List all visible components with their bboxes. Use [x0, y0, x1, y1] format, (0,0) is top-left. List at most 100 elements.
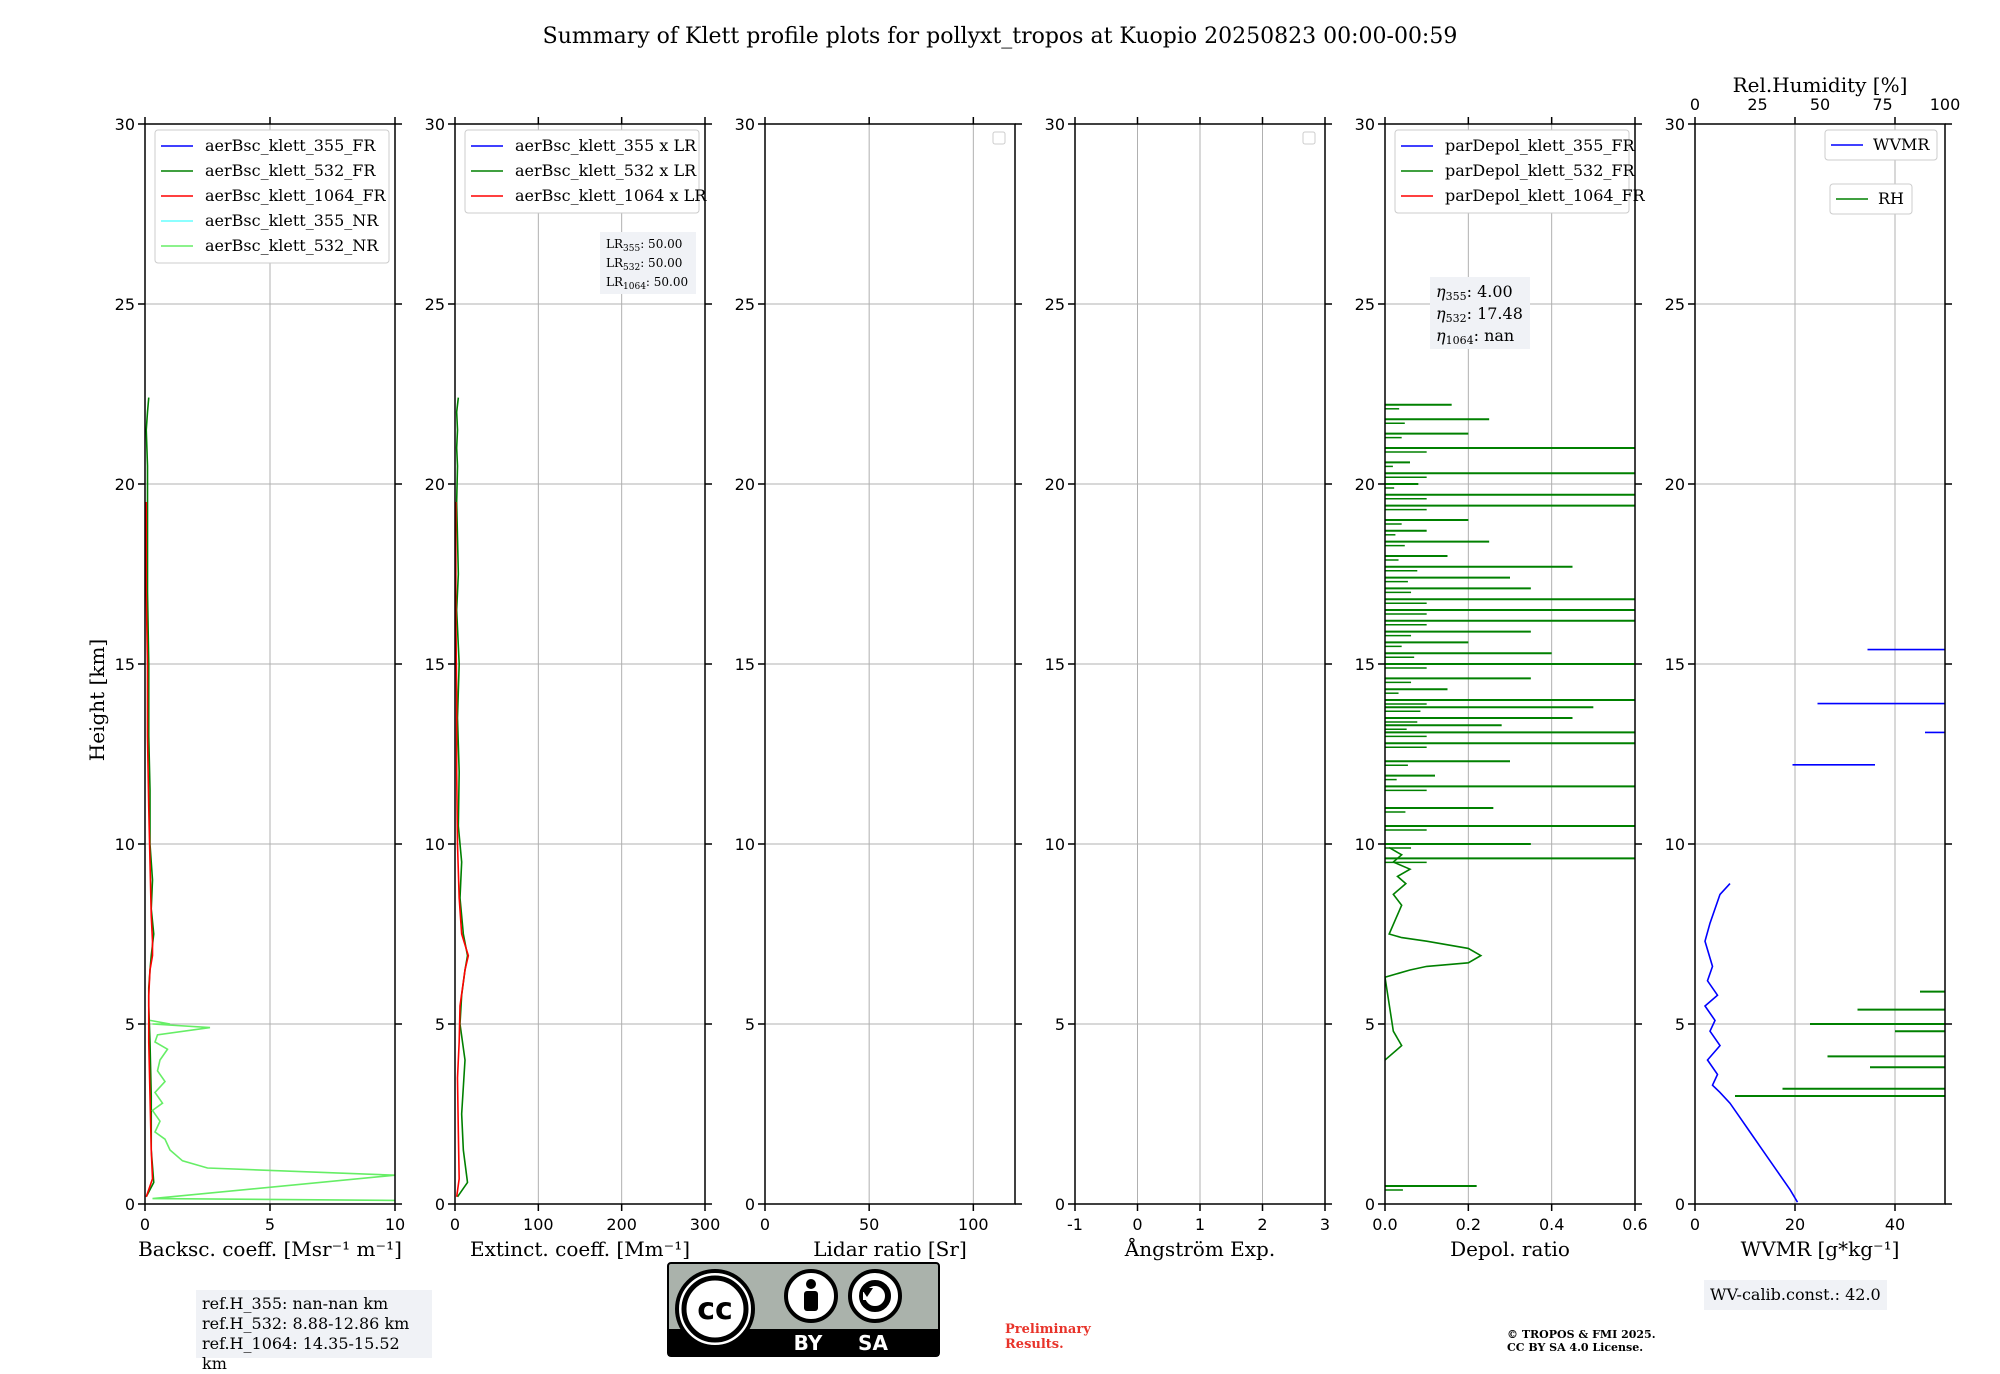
series-aerBsc_klett_532 x LR — [455, 397, 469, 1198]
legend-box — [154, 129, 390, 264]
y-tick-label: 20 — [1665, 475, 1685, 494]
lr-line: LR355: 50.00 — [606, 237, 682, 254]
y-tick-label: 30 — [1355, 115, 1375, 134]
legend-box — [1829, 183, 1913, 215]
y-tick-label: 15 — [1665, 655, 1685, 674]
preliminary-note: Preliminary Results. — [1005, 1322, 1091, 1352]
x-tick-label: 10 — [385, 1215, 405, 1234]
y-tick-label: 5 — [1365, 1015, 1375, 1034]
y-tick-label: 25 — [425, 295, 445, 314]
y-tick-label: 10 — [1045, 835, 1065, 854]
figure-title: Summary of Klett profile plots for polly… — [543, 24, 1458, 49]
legend-label: parDepol_klett_532_FR — [1445, 161, 1636, 180]
lr-line: LR1064: 50.00 — [606, 275, 688, 292]
panel-wvmr: 0 5 10 15 20 25 30 0 20 40 WVMR [g*kg⁻¹] 0 25 50 75 100… — [1665, 73, 1961, 1261]
x-axis-label: Lidar ratio [Sr] — [813, 1237, 967, 1261]
x-tick-label: 0.2 — [1456, 1215, 1481, 1234]
y-tick-label: 10 — [115, 835, 135, 854]
x-axis-label: WVMR [g*kg⁻¹] — [1741, 1237, 1900, 1261]
y-tick-label: 15 — [735, 655, 755, 674]
x-axis-label: Backsc. coeff. [Msr⁻¹ m⁻¹] — [138, 1237, 402, 1261]
x-axis-label: Extinct. coeff. [Mm⁻¹] — [470, 1237, 690, 1261]
legend-box — [1394, 129, 1630, 214]
y-tick-label: 5 — [435, 1015, 445, 1034]
by-person-icon — [806, 1279, 816, 1289]
x-tick-label: 100 — [958, 1215, 989, 1234]
panel-backscatter: 0 5 10 15 20 25 30 0 5 10 Backsc. coeff. [Msr⁻¹ m⁻… — [115, 115, 406, 1261]
y-tick-label: 0 — [1365, 1195, 1375, 1214]
x-tick-label: 2 — [1257, 1215, 1267, 1234]
x-axis-label: Depol. ratio — [1450, 1237, 1570, 1261]
y-tick-label: 5 — [745, 1015, 755, 1034]
y-tick-label: 15 — [115, 655, 135, 674]
y-tick-label: 10 — [1355, 835, 1375, 854]
x-tick-label: 300 — [690, 1215, 721, 1234]
x2-tick-label: 25 — [1747, 95, 1767, 114]
cc-badge-text: cc — [697, 1292, 733, 1327]
y-tick-label: 0 — [745, 1195, 755, 1214]
y-tick-label: 30 — [425, 115, 445, 134]
y-tick-label: 20 — [1355, 475, 1375, 494]
refh-355: ref.H_355: nan-nan km — [202, 1294, 389, 1313]
series-aerBsc_klett_1064 x LR — [455, 502, 470, 1197]
legend-label: aerBsc_klett_532_NR — [205, 236, 379, 255]
plot-area — [1385, 403, 1635, 1191]
depol-curve-532 — [1385, 846, 1483, 1061]
y-tick-label: 20 — [425, 475, 445, 494]
x-tick-label: 0 — [140, 1215, 150, 1234]
series-aerBsc_klett_1064_FR — [145, 502, 154, 1198]
y-tick-label: 10 — [425, 835, 445, 854]
preliminary-line1: Preliminary — [1005, 1322, 1091, 1337]
series-WVMR — [1703, 883, 1799, 1203]
x-tick-label: 3 — [1320, 1215, 1330, 1234]
legend-box — [1824, 129, 1938, 161]
eta-line: η355: 4.00 — [1436, 282, 1513, 303]
preliminary-line2: Results. — [1005, 1337, 1064, 1352]
y-tick-label: 15 — [1045, 655, 1065, 674]
y-tick-label: 15 — [425, 655, 445, 674]
cc-license-badge: cc BY SA — [667, 1262, 940, 1357]
x-tick-label: 0 — [760, 1215, 770, 1234]
y-tick-label: 5 — [1055, 1015, 1065, 1034]
x2-tick-label: 0 — [1690, 95, 1700, 114]
x-tick-label: 200 — [606, 1215, 637, 1234]
refh-1064: ref.H_1064: 14.35-15.52 km — [202, 1334, 400, 1373]
lr-line: LR532: 50.00 — [606, 256, 682, 273]
refh-532: ref.H_532: 8.88-12.86 km — [202, 1314, 410, 1333]
plot-area — [455, 397, 470, 1198]
legend-label: aerBsc_klett_1064 x LR — [515, 186, 707, 205]
wv-calib-box: WV-calib.const.: 42.0 — [1704, 1280, 1887, 1310]
x-tick-label: 5 — [265, 1215, 275, 1234]
y-tick-label: 25 — [1045, 295, 1065, 314]
sa-label: SA — [858, 1331, 888, 1355]
plot-area — [145, 397, 395, 1202]
legend-label: parDepol_klett_1064_FR — [1445, 186, 1646, 205]
x-tick-label: 1 — [1195, 1215, 1205, 1234]
copyright-line1: © TROPOS & FMI 2025. — [1507, 1328, 1656, 1341]
y-tick-label: 25 — [1355, 295, 1375, 314]
axes-frame — [144, 123, 396, 1205]
x2-tick-label: 100 — [1930, 95, 1961, 114]
by-label: BY — [794, 1331, 823, 1355]
x-tick-label: 0.6 — [1622, 1215, 1647, 1234]
sa-icon — [859, 1280, 891, 1312]
legend-label: parDepol_klett_355_FR — [1445, 136, 1636, 155]
x-tick-label: 0.4 — [1539, 1215, 1564, 1234]
cc-badge-graphic: cc BY SA — [667, 1262, 940, 1357]
series-aerBsc_klett_532_NR — [149, 1019, 395, 1202]
y-tick-label: 20 — [115, 475, 135, 494]
y-tick-label: 25 — [735, 295, 755, 314]
y-tick-label: 20 — [1045, 475, 1065, 494]
plot-area — [1703, 648, 1945, 1203]
y-tick-label: 30 — [115, 115, 135, 134]
y-tick-label: 30 — [1665, 115, 1685, 134]
x-tick-label: 0 — [1690, 1215, 1700, 1234]
x-tick-label: 20 — [1785, 1215, 1805, 1234]
height-axis-label: Height [km] — [85, 639, 109, 761]
panel-lidar_ratio: 0 5 10 15 20 25 30 0 50 100 Lidar ratio [Sr] — [735, 115, 1022, 1261]
axes-frame — [764, 123, 1016, 1205]
y-tick-label: 10 — [1665, 835, 1685, 854]
axes-frame — [1074, 123, 1326, 1205]
